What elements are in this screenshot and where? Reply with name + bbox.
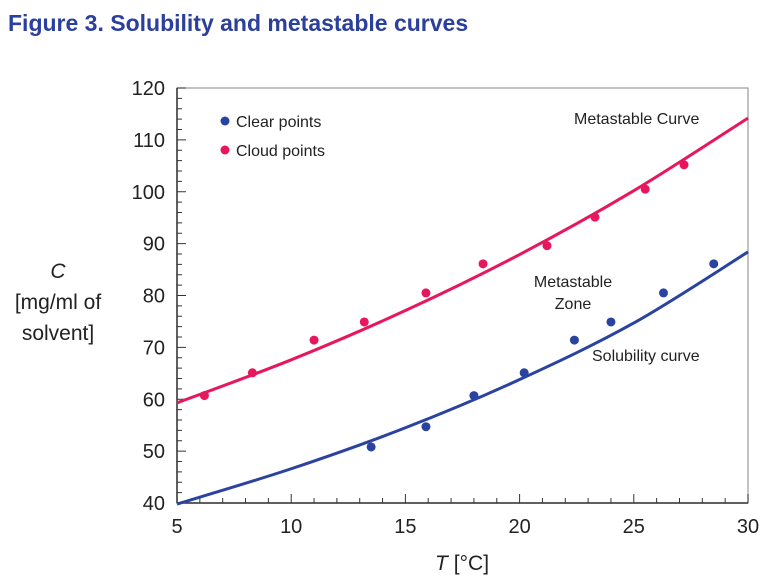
cloud-point [542,241,552,251]
cloud-point [478,259,488,269]
y-tick-label: 80 [143,286,165,308]
metastable-curve-line [176,116,749,405]
y-axis-label-line-2: [mg/ml of [15,291,102,314]
cloud-point [359,317,369,327]
solubility-curve-line [176,250,749,506]
y-axis-label-line-1: C [50,260,66,283]
cloud-point [421,288,431,298]
clear-point [366,442,376,452]
x-tick-label: 5 [171,516,182,538]
y-tick-label: 110 [133,130,165,152]
clear-point [569,335,579,345]
y-tick-label: 70 [143,337,165,359]
clear-point [606,317,616,327]
cloud-point [640,184,650,194]
x-tick-label: 30 [737,516,759,538]
y-tick-label: 100 [132,182,165,204]
legend-label-clear: Clear points [236,114,321,131]
clear-point [469,391,479,401]
metastable-curve-label: Metastable Curve [574,111,699,128]
x-axis-label-variable: T [435,552,450,575]
x-axis-label-unit: [°C] [454,552,489,575]
legend-marker-cloud [220,145,230,155]
cloud-point [679,160,689,170]
metastable-zone-label-1: Metastable [534,274,612,291]
clear-point [709,259,719,269]
cloud-point [199,391,209,401]
cloud-point [309,335,319,345]
y-tick-label: 90 [143,234,165,256]
metastable-zone-label-2: Zone [555,296,592,313]
y-tick-label: 40 [143,493,165,515]
cloud-point [590,212,600,222]
solubility-curve-label: Solubility curve [592,348,700,365]
x-tick-label: 10 [280,516,302,538]
cloud-point [247,368,257,378]
legend-label-cloud: Cloud points [236,143,325,160]
y-tick-label: 120 [132,78,165,100]
legend-marker-clear [220,116,230,126]
x-tick-label: 25 [623,516,645,538]
x-tick-label: 20 [508,516,530,538]
clear-point [658,288,668,298]
y-tick-label: 60 [143,389,165,411]
y-tick-label: 50 [143,441,165,463]
y-axis-label-line-3: solvent] [22,322,94,345]
x-tick-label: 15 [394,516,416,538]
chart-title: Figure 3. Solubility and metastable curv… [8,10,469,36]
clear-point [519,368,529,378]
x-axis-label: T [°C] [435,552,489,575]
clear-point [421,422,431,432]
